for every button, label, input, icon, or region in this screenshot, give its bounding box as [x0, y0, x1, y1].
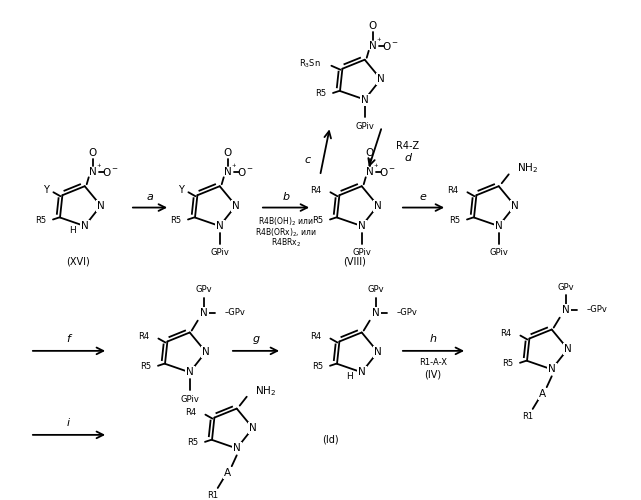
Text: R1: R1: [522, 412, 533, 422]
Text: f: f: [66, 334, 70, 344]
Text: O$^-$: O$^-$: [102, 166, 119, 178]
Text: R1-A-X: R1-A-X: [419, 358, 447, 367]
Text: GPv: GPv: [367, 286, 384, 294]
Text: e: e: [420, 192, 426, 202]
Text: R4: R4: [185, 408, 196, 417]
Text: h: h: [429, 334, 437, 344]
Text: R5: R5: [187, 438, 198, 448]
Text: O$^-$: O$^-$: [237, 166, 254, 178]
Text: N: N: [89, 168, 97, 177]
Text: N: N: [548, 364, 556, 374]
Text: –GPv: –GPv: [587, 305, 608, 314]
Text: GPv: GPv: [558, 282, 574, 292]
Text: $^+$: $^+$: [95, 163, 103, 172]
Text: R5: R5: [312, 216, 323, 225]
Text: R5: R5: [312, 362, 323, 372]
Text: R4B(OH)$_2$ или: R4B(OH)$_2$ или: [258, 215, 313, 228]
Text: N: N: [372, 308, 379, 318]
Text: N: N: [377, 74, 385, 84]
Text: NH$_2$: NH$_2$: [254, 384, 276, 398]
Text: i: i: [67, 418, 70, 428]
Text: Y: Y: [178, 186, 185, 196]
Text: N: N: [366, 168, 374, 177]
Text: –GPv: –GPv: [225, 308, 246, 317]
Text: R5: R5: [315, 90, 326, 98]
Text: GPiv: GPiv: [353, 248, 371, 257]
Text: GPiv: GPiv: [210, 248, 229, 257]
Text: R4BRx$_2$: R4BRx$_2$: [271, 237, 301, 250]
Text: N: N: [369, 41, 377, 51]
Text: GPiv: GPiv: [355, 122, 374, 130]
Text: N: N: [97, 200, 104, 210]
Text: N: N: [495, 221, 503, 231]
Text: (IV): (IV): [424, 370, 442, 380]
Text: R4: R4: [310, 186, 321, 195]
Text: N: N: [564, 344, 572, 354]
Text: R5: R5: [502, 360, 513, 368]
Text: g: g: [253, 334, 260, 344]
Text: R5: R5: [449, 216, 460, 225]
Text: (Id): (Id): [322, 435, 338, 445]
Text: a: a: [147, 192, 153, 202]
Text: $^+$: $^+$: [372, 163, 379, 172]
Text: A: A: [224, 468, 231, 478]
Text: R5: R5: [140, 362, 151, 372]
Text: N: N: [202, 347, 210, 357]
Text: NH$_2$: NH$_2$: [517, 162, 538, 175]
Text: N: N: [186, 368, 194, 378]
Text: Y: Y: [44, 186, 49, 196]
Text: R5: R5: [170, 216, 181, 225]
Text: R4: R4: [310, 332, 321, 341]
Text: R4B(ORx)$_2$, или: R4B(ORx)$_2$, или: [255, 226, 317, 238]
Text: N: N: [200, 308, 208, 318]
Text: d: d: [404, 153, 412, 163]
Text: GPiv: GPiv: [489, 248, 508, 257]
Text: N: N: [358, 221, 365, 231]
Text: R4-Z: R4-Z: [396, 142, 420, 152]
Text: N: N: [224, 168, 231, 177]
Text: O: O: [369, 21, 377, 31]
Text: N: N: [249, 423, 256, 433]
Text: N: N: [232, 200, 240, 210]
Text: H: H: [69, 226, 76, 234]
Text: (XVI): (XVI): [66, 257, 90, 267]
Text: O: O: [365, 148, 374, 158]
Text: N: N: [511, 200, 519, 210]
Text: N: N: [233, 444, 240, 454]
Text: $^+$: $^+$: [230, 163, 237, 172]
Text: c: c: [305, 155, 311, 165]
Text: R4: R4: [138, 332, 149, 341]
Text: O$^-$: O$^-$: [382, 40, 399, 52]
Text: R1: R1: [207, 492, 219, 500]
Text: R5: R5: [35, 216, 46, 225]
Text: b: b: [283, 192, 290, 202]
Text: N: N: [358, 368, 365, 378]
Text: R4: R4: [447, 186, 458, 195]
Text: (VIII): (VIII): [344, 257, 367, 267]
Text: N: N: [81, 221, 88, 231]
Text: R4: R4: [500, 329, 512, 338]
Text: –GPv: –GPv: [397, 308, 417, 317]
Text: N: N: [562, 304, 570, 314]
Text: O: O: [224, 148, 232, 158]
Text: N: N: [374, 200, 381, 210]
Text: A: A: [539, 389, 546, 399]
Text: O$^-$: O$^-$: [379, 166, 396, 178]
Text: $^+$: $^+$: [375, 36, 382, 46]
Text: GPv: GPv: [196, 286, 212, 294]
Text: N: N: [374, 347, 381, 357]
Text: O: O: [88, 148, 97, 158]
Text: GPiv: GPiv: [180, 394, 199, 404]
Text: H: H: [346, 372, 353, 381]
Text: N: N: [361, 94, 369, 104]
Text: R$_3$Sn: R$_3$Sn: [299, 58, 320, 70]
Text: N: N: [216, 221, 224, 231]
